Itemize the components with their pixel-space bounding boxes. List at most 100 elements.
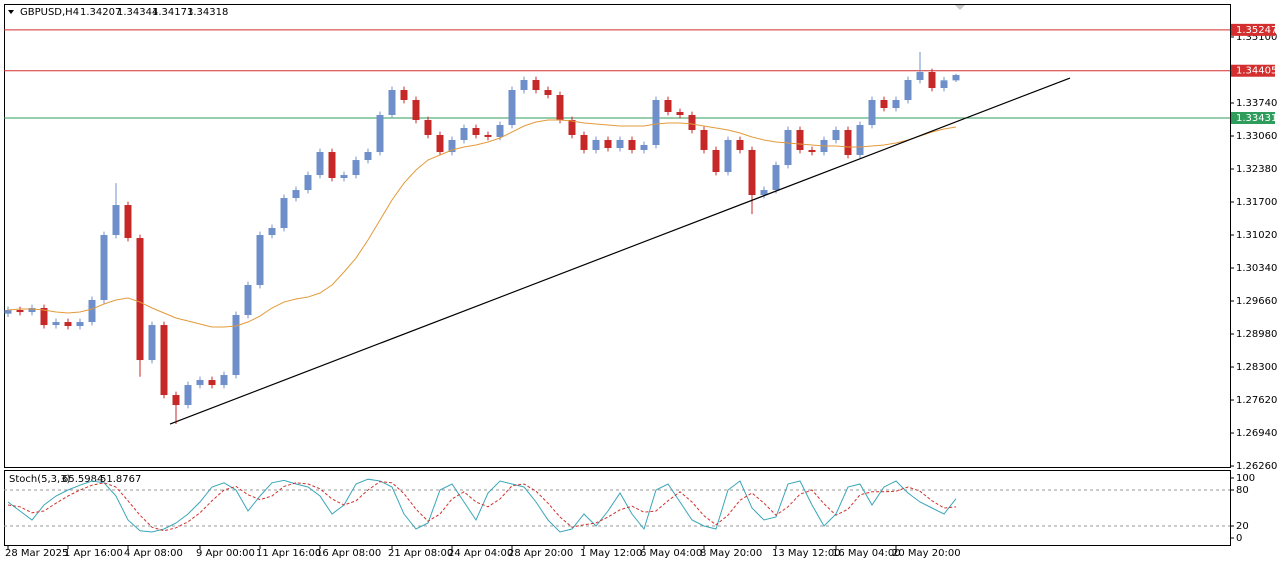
candle-body [28,308,36,313]
candle-body [424,119,432,135]
candle-body [208,380,216,386]
x-tick-label: 4 Apr 08:00 [124,548,183,559]
candle-body [880,99,888,109]
candle-body [52,322,60,326]
candle-body [580,134,588,150]
y-tick-label: 1.28980 [1236,329,1277,340]
x-tick-label: 16 May 04:00 [832,548,901,559]
header-low: 1.34173 [152,7,193,18]
candle-body [676,111,684,115]
x-tick-label: 11 Apr 16:00 [256,548,321,559]
price-level-label: 1.33431 [1236,113,1277,124]
y-tick-label: 1.30340 [1236,263,1277,274]
candle-body [400,89,408,100]
candle-body [616,139,624,148]
candle-body [268,228,276,236]
header-close: 1.34318 [187,7,228,18]
candle-body [700,129,708,150]
x-tick-label: 1 May 12:00 [580,548,642,559]
candle-body [172,395,180,406]
y-tick-label: 1.32380 [1236,164,1277,175]
candle-body [244,285,252,315]
stoch-tick-label: 20 [1236,521,1249,532]
candle-body [844,129,852,155]
menu-arrow[interactable] [8,10,14,14]
candle-body [544,89,552,95]
candle-body [568,119,576,135]
stoch-d-value: 51.8767 [100,474,141,485]
candle-body [304,175,312,191]
candle-body [136,238,144,361]
candle-body [592,139,600,150]
candle-body [232,314,240,376]
candle-body [892,99,900,109]
stoch-tick-label: 0 [1236,533,1242,544]
candle-body [532,80,540,90]
candle-body [352,160,360,176]
candle-body [868,99,876,125]
y-tick-label: 1.26260 [1236,461,1277,472]
candle-body [4,309,12,314]
candle-body [688,114,696,130]
candle-body [604,139,612,148]
x-tick-label: 9 Apr 00:00 [196,548,255,559]
candle-body [16,309,24,313]
candle-body [292,190,300,199]
candle-body [448,139,456,153]
stoch-line [7,481,957,532]
candle-body [100,235,108,300]
symbol-title: GBPUSD,H4 [20,7,79,18]
candle-body [508,89,516,125]
x-tick-label: 28 Apr 20:00 [508,548,573,559]
candle-body [220,375,228,386]
y-tick-label: 1.29660 [1236,296,1277,307]
candle-body [64,322,72,327]
candle-body [724,139,732,173]
candle-body [388,89,396,115]
x-tick-label: 6 May 04:00 [640,548,702,559]
candle-body [952,74,960,81]
shift-marker [955,5,965,10]
candle-body [376,114,384,153]
candle-body [472,128,480,135]
candle-body [784,129,792,166]
candle-body [940,80,948,89]
candle-body [328,152,336,178]
candle-body [712,149,720,173]
candle-body [556,94,564,120]
candle-body [772,165,780,191]
stoch-tick-label: 80 [1236,485,1249,496]
candle-body [88,299,96,323]
candle-body [928,71,936,89]
y-tick-label: 1.26940 [1236,428,1277,439]
candle-body [160,325,168,396]
candle-body [808,149,816,153]
candle-body [76,322,84,327]
main-panel-frame [4,4,1231,468]
stoch-panel-frame [4,470,1231,546]
price-level-tag [1231,23,1275,36]
price-level-label: 1.34405 [1236,66,1277,77]
x-tick-label: 16 Apr 08:00 [316,548,381,559]
y-tick-label: 1.33740 [1236,98,1277,109]
candle-body [316,152,324,176]
candle-body [112,205,120,236]
candle-body [256,235,264,286]
x-tick-label: 28 Mar 2025 [5,548,68,559]
candle-body [856,124,864,155]
candle-body [664,99,672,112]
candle-body [736,139,744,150]
candle-body [640,144,648,150]
candle-body [124,205,132,239]
candle-body [340,175,348,178]
price-level-label: 1.35247 [1236,25,1277,36]
candle-body [148,325,156,361]
price-level-tag [1231,112,1275,125]
y-tick-label: 1.31020 [1236,230,1277,241]
candle-body [796,129,804,150]
stoch-title: Stoch(5,3,3) [9,474,71,485]
candle-body [40,308,48,326]
